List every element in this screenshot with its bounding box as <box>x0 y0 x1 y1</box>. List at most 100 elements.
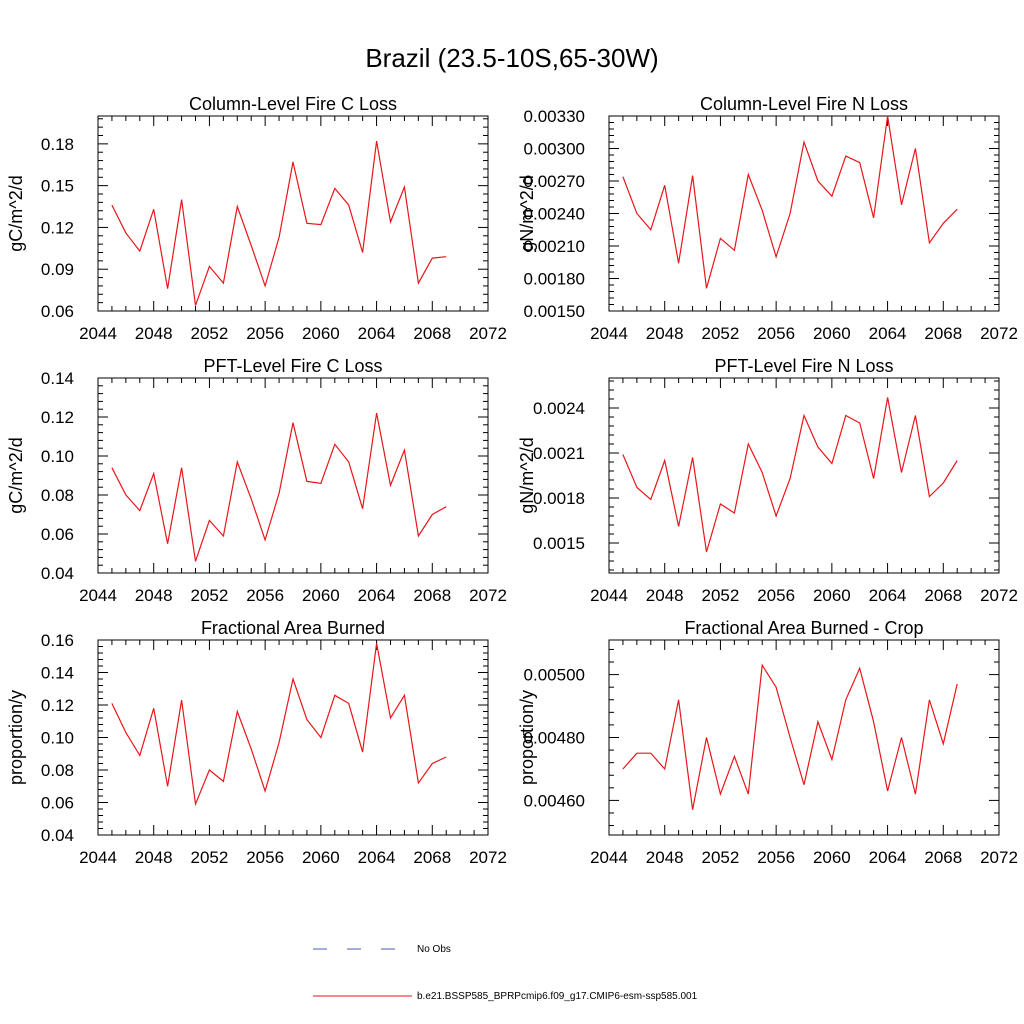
y-tick-label: 0.14 <box>41 664 74 683</box>
y-tick-label: 0.04 <box>41 564 74 583</box>
x-tick-label: 2052 <box>702 848 740 867</box>
y-tick-label: 0.14 <box>41 369 74 388</box>
x-tick-label: 2072 <box>469 324 507 343</box>
y-tick-label: 0.12 <box>41 696 74 715</box>
panel-1: Column-Level Fire N Loss gN/m^2/d 2044 2048… <box>517 94 1018 343</box>
panel-title: Column-Level Fire C Loss <box>189 94 397 114</box>
x-tick-label: 2044 <box>590 324 628 343</box>
y-tick-label: 0.06 <box>41 302 74 321</box>
y-tick-label: 0.10 <box>41 447 74 466</box>
x-tick-label: 2052 <box>191 848 229 867</box>
x-tick-label: 2052 <box>702 324 740 343</box>
x-tick-label: 2052 <box>191 586 229 605</box>
x-tick-label: 2044 <box>79 586 117 605</box>
series-line <box>622 397 958 553</box>
y-axis-label: gC/m^2/d <box>6 175 26 251</box>
x-tick-label: 2064 <box>358 324 396 343</box>
x-tick-label: 2068 <box>924 324 962 343</box>
y-tick-label: 0.00240 <box>524 205 585 224</box>
x-tick-label: 2064 <box>869 586 907 605</box>
x-tick-label: 2064 <box>358 848 396 867</box>
plot-frame <box>97 115 489 312</box>
x-tick-label: 2060 <box>302 324 340 343</box>
x-tick-label: 2048 <box>646 586 684 605</box>
x-tick-label: 2048 <box>135 848 173 867</box>
x-tick-label: 2068 <box>413 848 451 867</box>
x-tick-label: 2064 <box>358 586 396 605</box>
x-tick-label: 2056 <box>757 586 795 605</box>
x-tick-label: 2048 <box>135 324 173 343</box>
x-tick-label: 2052 <box>702 586 740 605</box>
plot-frame <box>97 377 489 574</box>
plot-frame <box>608 639 1000 836</box>
x-tick-label: 2056 <box>246 324 284 343</box>
y-axis-label: proportion/y <box>6 690 26 785</box>
y-tick-label: 0.06 <box>41 525 74 544</box>
y-tick-label: 0.16 <box>41 631 74 650</box>
y-axis-label: gN/m^2/d <box>517 437 537 513</box>
legend: No Obs b.e21.BSSP585_BPRPcmip6.f09_g17.C… <box>313 944 698 1002</box>
y-tick-label: 0.18 <box>41 135 74 154</box>
x-tick-label: 2064 <box>869 848 907 867</box>
legend-label-no-obs: No Obs <box>417 944 451 955</box>
panel-title: Fractional Area Burned <box>201 618 385 638</box>
x-tick-label: 2068 <box>413 586 451 605</box>
x-tick-label: 2072 <box>980 324 1018 343</box>
x-tick-label: 2044 <box>79 324 117 343</box>
x-tick-label: 2072 <box>469 848 507 867</box>
y-tick-label: 0.00180 <box>524 270 585 289</box>
y-tick-label: 0.08 <box>41 761 74 780</box>
x-tick-label: 2060 <box>302 848 340 867</box>
x-tick-label: 2072 <box>980 586 1018 605</box>
series-line <box>622 115 958 289</box>
y-tick-label: 0.12 <box>41 218 74 237</box>
x-tick-label: 2056 <box>246 586 284 605</box>
y-tick-label: 0.00500 <box>524 666 585 685</box>
y-tick-label: 0.15 <box>41 177 74 196</box>
panel-4: Fractional Area Burned proportion/y 2044 20… <box>6 618 507 867</box>
panel-0: Column-Level Fire C Loss gC/m^2/d 2044 2048… <box>6 94 507 343</box>
y-tick-label: 0.00330 <box>524 107 585 126</box>
y-tick-label: 0.08 <box>41 486 74 505</box>
y-axis-label: gC/m^2/d <box>6 437 26 513</box>
y-tick-label: 0.04 <box>41 826 74 845</box>
legend-label-model-run: b.e21.BSSP585_BPRPcmip6.f09_g17.CMIP6-es… <box>417 991 698 1002</box>
panel-title: Fractional Area Burned - Crop <box>684 618 923 638</box>
y-tick-label: 0.0021 <box>533 444 585 463</box>
y-tick-label: 0.10 <box>41 729 74 748</box>
panel-title: PFT-Level Fire C Loss <box>203 356 382 376</box>
x-tick-label: 2060 <box>813 586 851 605</box>
y-tick-label: 0.0024 <box>533 399 585 418</box>
y-tick-label: 0.0015 <box>533 534 585 553</box>
x-tick-label: 2044 <box>79 848 117 867</box>
y-tick-label: 0.00210 <box>524 237 585 256</box>
x-tick-label: 2056 <box>757 848 795 867</box>
x-tick-label: 2048 <box>646 324 684 343</box>
x-tick-label: 2072 <box>980 848 1018 867</box>
panels: Column-Level Fire C Loss gC/m^2/d 2044 2048… <box>6 94 1018 867</box>
series-line <box>111 643 447 807</box>
x-tick-label: 2068 <box>924 848 962 867</box>
x-tick-label: 2048 <box>135 586 173 605</box>
x-tick-label: 2056 <box>757 324 795 343</box>
y-tick-label: 0.0018 <box>533 489 585 508</box>
x-tick-label: 2056 <box>246 848 284 867</box>
x-tick-label: 2060 <box>302 586 340 605</box>
y-tick-label: 0.00300 <box>524 140 585 159</box>
panel-5: Fractional Area Burned - Crop proportion/… <box>517 618 1018 867</box>
x-tick-label: 2068 <box>924 586 962 605</box>
y-tick-label: 0.12 <box>41 408 74 427</box>
x-tick-label: 2044 <box>590 848 628 867</box>
y-tick-label: 0.06 <box>41 794 74 813</box>
plot-frame <box>97 639 489 836</box>
y-tick-label: 0.00460 <box>524 791 585 810</box>
y-tick-label: 0.00270 <box>524 172 585 191</box>
x-tick-label: 2072 <box>469 586 507 605</box>
x-tick-label: 2068 <box>413 324 451 343</box>
x-tick-label: 2044 <box>590 586 628 605</box>
panel-title: Column-Level Fire N Loss <box>700 94 908 114</box>
series-line <box>111 412 447 562</box>
y-tick-label: 0.00150 <box>524 302 585 321</box>
x-tick-label: 2060 <box>813 848 851 867</box>
